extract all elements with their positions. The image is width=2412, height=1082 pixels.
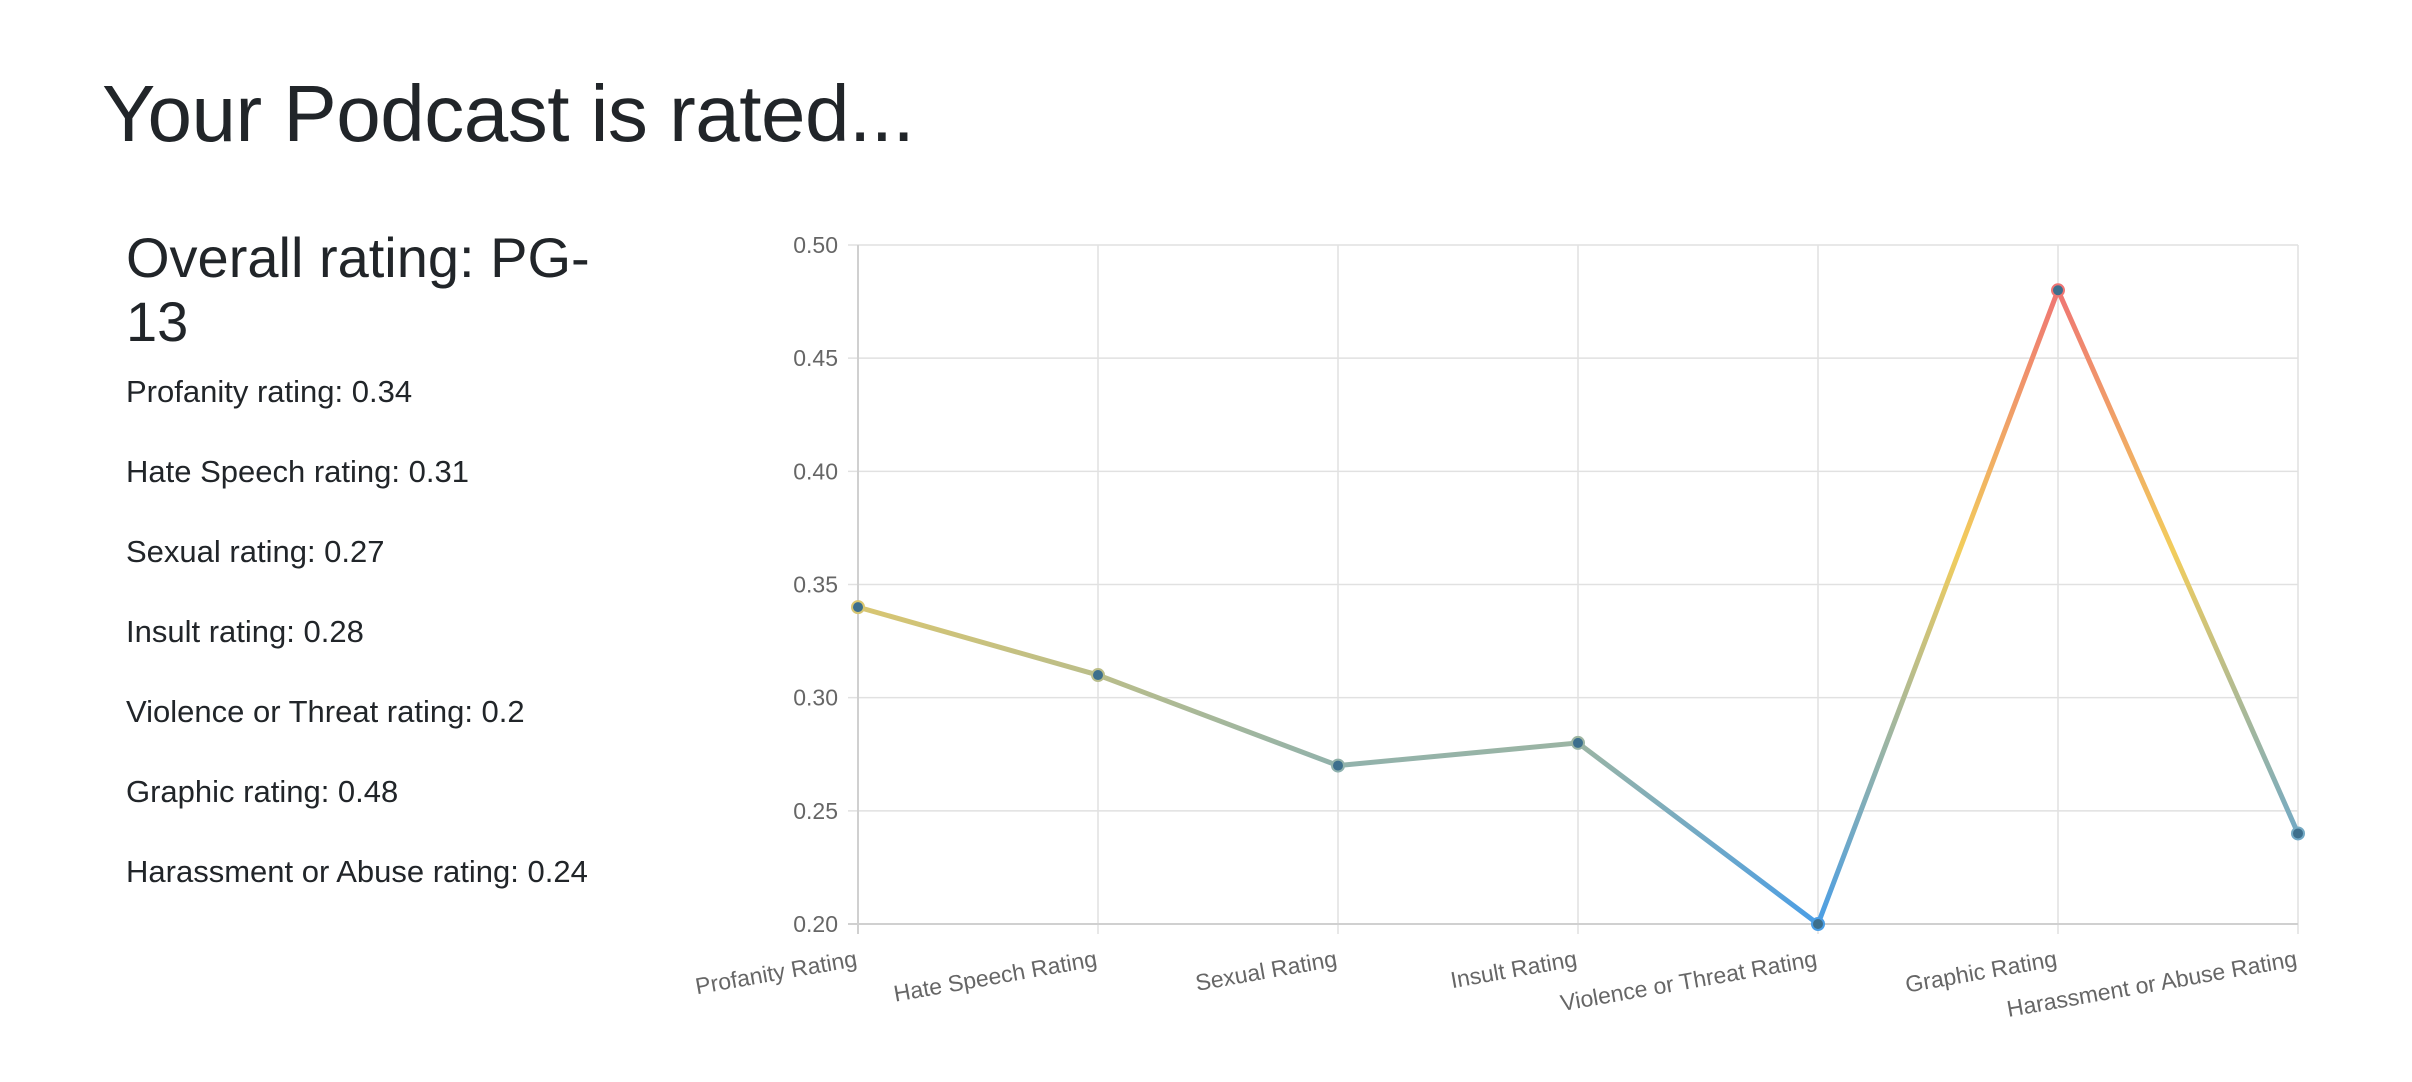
y-tick-label: 0.45 (793, 345, 838, 371)
rating-list: Profanity rating: 0.34 Hate Speech ratin… (126, 373, 646, 933)
hate-speech-rating: Hate Speech rating: 0.31 (126, 453, 469, 489)
y-tick-label: 0.20 (793, 911, 838, 937)
y-tick-label: 0.35 (793, 572, 838, 598)
graphic-rating: Graphic rating: 0.48 (126, 773, 399, 809)
x-tick-label: Profanity Rating (693, 945, 859, 999)
y-tick-label: 0.40 (793, 458, 838, 484)
y-tick-label: 0.50 (793, 232, 838, 258)
page-title: Your Podcast is rated... (102, 69, 915, 158)
data-point[interactable] (851, 600, 865, 615)
data-point[interactable] (1811, 917, 1825, 931)
profanity-rating: Profanity rating: 0.34 (126, 373, 413, 409)
ratings-panel: Overall rating: PG-13 Profanity rating: … (126, 226, 646, 933)
data-point[interactable] (2291, 826, 2305, 841)
data-point[interactable] (2051, 283, 2065, 298)
y-axis-ticks: 0.50 0.45 0.40 0.35 0.30 0.25 0.20 (793, 232, 838, 937)
chart-grid (848, 244, 2299, 934)
overall-rating: Overall rating: PG-13 (126, 226, 590, 354)
chart-axes (848, 245, 2298, 934)
data-point[interactable] (1571, 735, 1585, 750)
x-tick-label: Graphic Rating (1903, 945, 2059, 997)
y-tick-label: 0.30 (793, 685, 838, 711)
x-axis-ticks: Profanity Rating Hate Speech Rating Sexual… (693, 945, 2299, 1022)
y-tick-label: 0.25 (793, 798, 838, 824)
insult-rating: Insult rating: 0.28 (126, 613, 364, 649)
harassment-or-abuse-rating: Harassment or Abuse rating: 0.24 (126, 853, 588, 889)
chart-points (851, 283, 2305, 931)
x-tick-label: Hate Speech Rating (892, 945, 1099, 1006)
x-tick-label: Insult Rating (1448, 945, 1578, 993)
x-tick-label: Violence or Threat Rating (1558, 945, 1819, 1016)
x-tick-label: Sexual Rating (1193, 945, 1339, 995)
violence-or-threat-rating: Violence or Threat rating: 0.2 (126, 693, 525, 729)
data-point[interactable] (1091, 668, 1105, 683)
sexual-rating: Sexual rating: 0.27 (126, 533, 385, 569)
data-point[interactable] (1331, 758, 1345, 773)
